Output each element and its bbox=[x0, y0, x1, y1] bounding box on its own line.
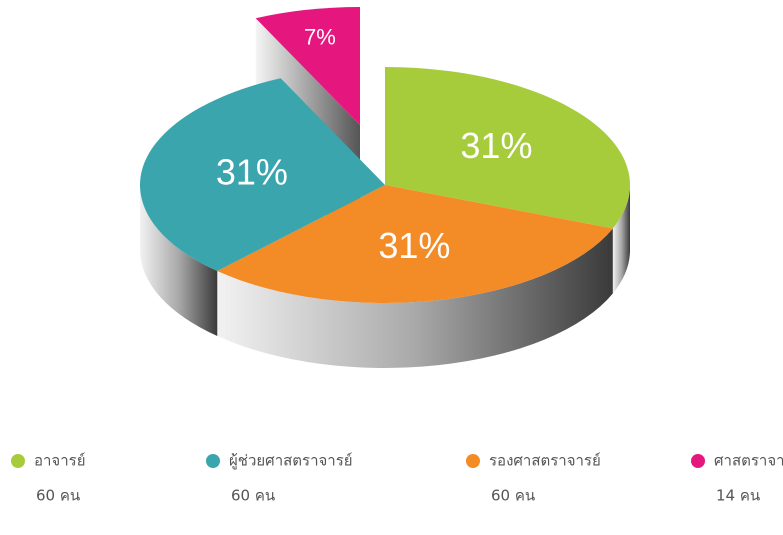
legend-swatch bbox=[206, 454, 220, 468]
slice-label: 31% bbox=[216, 151, 288, 192]
slice-label: 7% bbox=[304, 24, 336, 49]
legend-label: ผู้ช่วยศาสตราจารย์ bbox=[229, 452, 353, 470]
legend-sublabel: 14 คน bbox=[716, 487, 760, 505]
slice bbox=[140, 78, 385, 272]
legend-swatch bbox=[691, 454, 705, 468]
legend-label: รองศาสตราจารย์ bbox=[489, 452, 601, 470]
legend-swatch bbox=[11, 454, 25, 468]
slice bbox=[217, 185, 613, 303]
legend-label: ศาสตราจารย์ bbox=[714, 452, 783, 470]
slice-side bbox=[140, 185, 218, 337]
legend-swatch bbox=[466, 454, 480, 468]
slice bbox=[255, 6, 360, 125]
legend-sublabel: 60 คน bbox=[491, 487, 535, 505]
legend-label: อาจารย์ bbox=[34, 452, 86, 470]
slice-side bbox=[612, 185, 630, 294]
slice-label: 31% bbox=[460, 125, 532, 166]
pie: 31% 31% 31% 7% bbox=[140, 6, 630, 368]
slice-label: 31% bbox=[378, 225, 450, 266]
legend-sublabel: 60 คน bbox=[231, 487, 275, 505]
legend: อาจารย์ 60 คน ผู้ช่วยศาสตราจารย์ 60 คน รองศา… bbox=[11, 452, 783, 505]
legend-sublabel: 60 คน bbox=[36, 487, 80, 505]
slice bbox=[385, 67, 630, 229]
slice-side bbox=[217, 228, 613, 368]
